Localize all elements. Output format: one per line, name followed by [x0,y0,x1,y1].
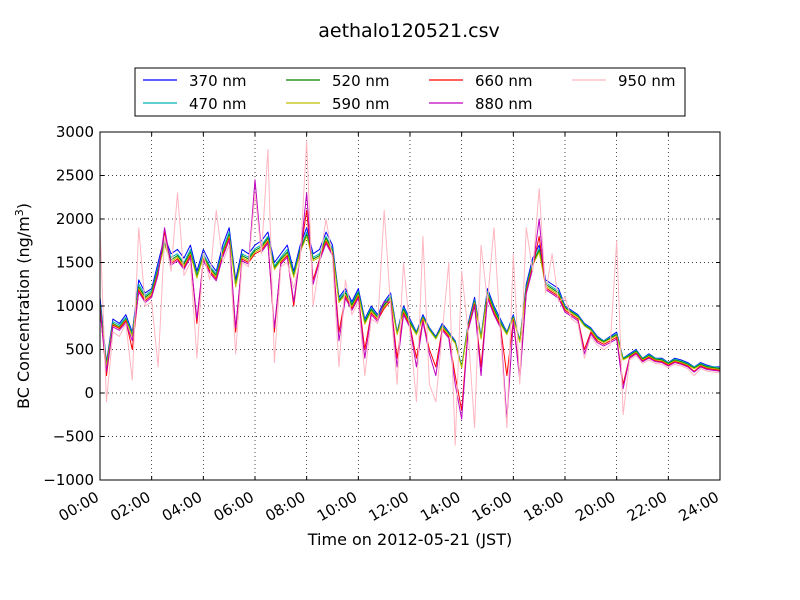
y-tick-label: 2500 [56,167,94,185]
series-line-950-nm [99,140,721,446]
series-layer [99,140,721,446]
y-tick-label: −500 [53,428,94,446]
y-tick-label: 0 [84,384,94,402]
legend-label: 370 nm [189,72,247,90]
legend-label: 950 nm [618,72,676,90]
legend-label: 880 nm [475,95,533,113]
legend-label: 520 nm [332,72,390,90]
legend-label: 470 nm [189,95,247,113]
y-axis-label-superscript: 3 [13,209,26,216]
y-axis-label-main: BC Concentration (ng/m [14,216,33,409]
grid [100,132,720,480]
x-axis-label: Time on 2012-05-21 (JST) [307,530,512,549]
y-tick-label: 3000 [56,123,94,141]
legend: 370 nm 470 nm 520 nm 590 nm 660 nm 880 nm 950 … [134,67,686,117]
ticks [99,131,721,481]
legend-box [134,67,686,117]
legend-label: 590 nm [332,95,390,113]
y-tick-labels: −1000 −500 0 500 1000 1500 2000 2500 3000 [43,123,94,489]
series-line-370-nm [99,227,720,368]
y-tick-label: 2000 [56,210,94,228]
chart-title: aethalo120521.csv [318,20,500,42]
legend-label: 660 nm [475,72,533,90]
y-axis-label: BC Concentration (ng/m3) [13,203,33,409]
y-tick-label: 1000 [56,297,94,315]
y-tick-label: 500 [65,341,94,359]
y-tick-label: −1000 [43,471,94,489]
y-tick-label: 1500 [56,254,94,272]
y-axis-label-close: ) [14,203,33,209]
